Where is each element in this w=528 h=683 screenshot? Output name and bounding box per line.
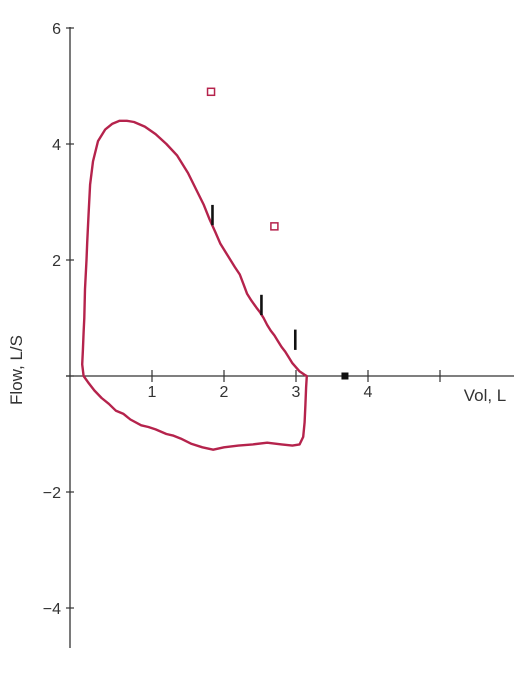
x-axis-label: Vol, L [464, 386, 507, 405]
x-ticks: 1 2 3 4 [148, 370, 441, 401]
series-layer [81, 119, 308, 451]
y-ticks: 6 4 2 −2 −4 [43, 21, 74, 618]
marker-layer [206, 87, 349, 380]
y-tick-label: 6 [52, 21, 61, 38]
x-tick-label: 3 [292, 384, 301, 401]
x-tick-label: 4 [364, 384, 373, 401]
y-axis-label: Flow, L/S [7, 335, 26, 405]
open-square-marker [270, 222, 279, 231]
y-tick-label: 2 [52, 253, 61, 270]
x-tick-label: 2 [220, 384, 229, 401]
flow-volume-loop [81, 119, 308, 451]
y-tick-label: −2 [43, 485, 61, 502]
axes [66, 27, 514, 648]
x-tick-label: 1 [148, 384, 157, 401]
filled-square-marker [341, 372, 349, 380]
y-tick-label: 4 [52, 137, 61, 154]
y-tick-label: −4 [43, 601, 61, 618]
open-square-marker [206, 87, 216, 97]
